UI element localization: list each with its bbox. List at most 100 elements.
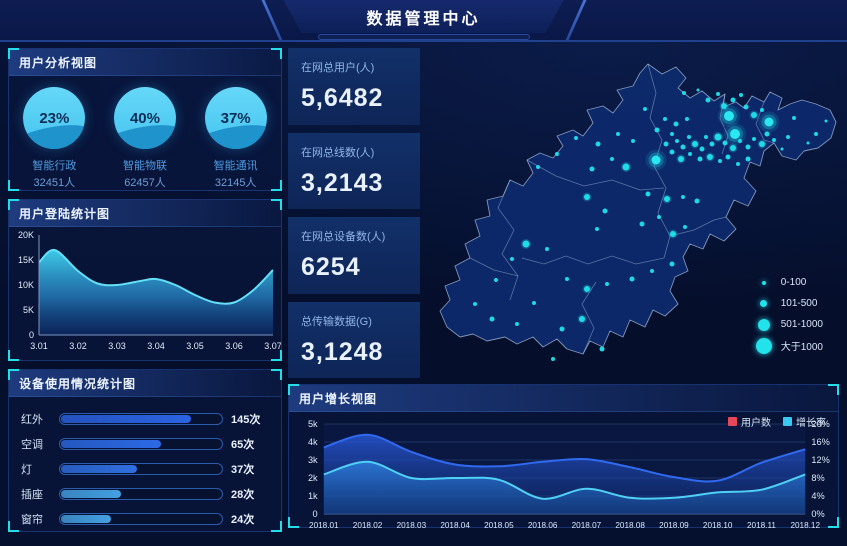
growth-legend-item[interactable]: 增长率 <box>783 414 826 429</box>
title-right-slash-decoration <box>565 0 587 40</box>
growth-dual-axis-chart[interactable]: 0 0% 1k 4% 2k 8% 3k 12% 4k 16% 5k 20% 2018.01 2018.02… <box>289 412 838 540</box>
login-area-chart[interactable]: 0 5K 10K 15K 20K 3.01 3.02 3.03 3.04 3.05 3.06 3.07 <box>9 227 282 361</box>
map-dot <box>699 146 705 152</box>
growth-right-tick: 20% <box>811 419 829 429</box>
map-dot <box>489 316 495 322</box>
map-dot <box>654 127 660 133</box>
map-dot <box>707 154 713 160</box>
gauge-circle: 23% <box>23 87 86 149</box>
stat-label: 总传输数据(G) <box>301 315 372 328</box>
growth-x-tick: 2018.12 <box>790 521 820 530</box>
map-dot <box>669 261 675 267</box>
title-plate: 数据管理中心 <box>260 0 587 40</box>
device-bar-track[interactable] <box>59 462 223 475</box>
device-bar-value: 28次 <box>231 488 255 501</box>
province-map[interactable] <box>426 48 839 378</box>
map-dot <box>680 144 686 150</box>
title-underline-decoration <box>317 34 530 40</box>
device-bar-row: 灯 37次 <box>21 456 269 481</box>
map-dot <box>709 141 715 147</box>
device-bar-track[interactable] <box>59 412 223 425</box>
panel-user-growth-title: 用户增长视图 <box>289 385 838 412</box>
growth-x-tick: 2018.09 <box>659 521 689 530</box>
map-dot <box>780 147 784 151</box>
map-legend-dot-box <box>756 318 772 331</box>
map-dot <box>631 139 635 143</box>
panel-login-stats-title: 用户登陆统计图 <box>9 200 281 227</box>
map-dot <box>494 278 498 282</box>
map-legend-row[interactable]: 0-100 <box>756 276 823 289</box>
stat-card: 在网总设备数(人) 6254 <box>288 217 420 294</box>
map-legend-dot-icon <box>757 318 770 331</box>
map-inner-border <box>669 216 727 237</box>
login-y-tick: 0 <box>29 330 34 340</box>
growth-legend-item[interactable]: 用户数 <box>728 414 771 429</box>
map-dot <box>664 196 670 202</box>
map-dot <box>681 195 685 199</box>
growth-left-tick: 0 <box>313 509 318 519</box>
map-dot <box>565 277 569 281</box>
map-dot <box>579 316 585 322</box>
device-bar-row: 红外 145次 <box>21 406 269 431</box>
panel-user-analysis-title: 用户分析视图 <box>9 49 281 76</box>
login-x-tick: 3.05 <box>186 341 204 351</box>
map-dot <box>814 132 818 136</box>
map-dot <box>584 286 590 292</box>
login-x-tick: 3.06 <box>225 341 243 351</box>
title-left-slash-decoration <box>260 0 282 40</box>
device-bar-value: 24次 <box>231 513 255 526</box>
map-dot-large <box>764 117 774 127</box>
map-dot <box>595 227 599 231</box>
login-y-tick: 5K <box>23 305 34 315</box>
device-bar-track[interactable] <box>59 512 223 525</box>
device-bar-row: 插座 28次 <box>21 481 269 506</box>
login-x-tick: 3.03 <box>108 341 126 351</box>
map-dot <box>657 215 661 219</box>
device-bar-track[interactable] <box>59 487 223 500</box>
map-dot <box>605 282 609 286</box>
device-bar-fill <box>61 464 138 473</box>
growth-legend-swatch <box>783 417 792 426</box>
login-area-line <box>38 248 274 305</box>
device-bar-list: 红外 145次 空调 65次灯 37次 插座 28次 窗帘 24次 <box>9 397 281 531</box>
map-dot <box>515 322 519 326</box>
map-legend-row[interactable]: 大于1000 <box>755 337 823 354</box>
growth-x-tick: 2018.07 <box>572 521 602 530</box>
stat-label: 在网总线数(人) <box>301 146 375 159</box>
growth-left-tick: 1k <box>308 491 318 501</box>
right-column: 在网总用户(人) 5,6482 在网总线数(人) 3,2143 在网总设备数(人) 625… <box>288 48 839 530</box>
gauge: 40% 智能物联 62457人 <box>107 87 183 190</box>
map-dot <box>692 141 698 147</box>
growth-left-tick: 3k <box>308 455 318 465</box>
map-dot <box>697 156 703 162</box>
map-dot <box>595 141 601 147</box>
map-dot <box>532 301 536 305</box>
map-dot <box>705 97 711 103</box>
login-chart-body: 0 5K 10K 15K 20K 3.01 3.02 3.03 3.04 3.05 3.06 3.07 <box>9 227 282 366</box>
device-bar-label: 空调 <box>21 438 43 451</box>
map-dot <box>663 117 667 121</box>
map-dot <box>738 139 742 143</box>
growth-rate-fill <box>323 461 806 514</box>
map-dot <box>602 208 608 214</box>
panel-user-growth: 用户增长视图 用户数 增长率 0 0% 1k 4% 2k 8% 3k 12% 4k 16% 5k 20%… <box>288 384 839 530</box>
gauge: 37% 智能通讯 32145人 <box>198 87 274 190</box>
gauge-percent: 37% <box>220 109 251 127</box>
growth-left-tick: 4k <box>308 437 318 447</box>
map-legend-row[interactable]: 101-500 <box>756 297 823 310</box>
map-inner-border <box>647 63 671 259</box>
map-dot <box>696 88 700 92</box>
map-dot <box>510 257 514 261</box>
panel-user-analysis: 用户分析视图 23% 智能行政 32451人 40% 智能物联 62457人 37% 智能通讯… <box>8 48 282 191</box>
device-bar-label: 灯 <box>21 463 32 476</box>
device-bar-value: 145次 <box>231 413 261 426</box>
panel-device-usage: 设备使用情况统计图 红外 145次 空调 65次灯 37次 插座 28次 窗帘 24次 <box>8 369 282 532</box>
map-legend-row[interactable]: 501-1000 <box>756 318 823 331</box>
page-title-box: 数据管理中心 <box>284 0 564 33</box>
growth-left-tick: 5k <box>308 419 318 429</box>
gauge-percent: 23% <box>39 109 70 127</box>
map-dot <box>675 139 679 143</box>
device-bar-track[interactable] <box>59 437 223 450</box>
map-dot <box>551 357 555 361</box>
